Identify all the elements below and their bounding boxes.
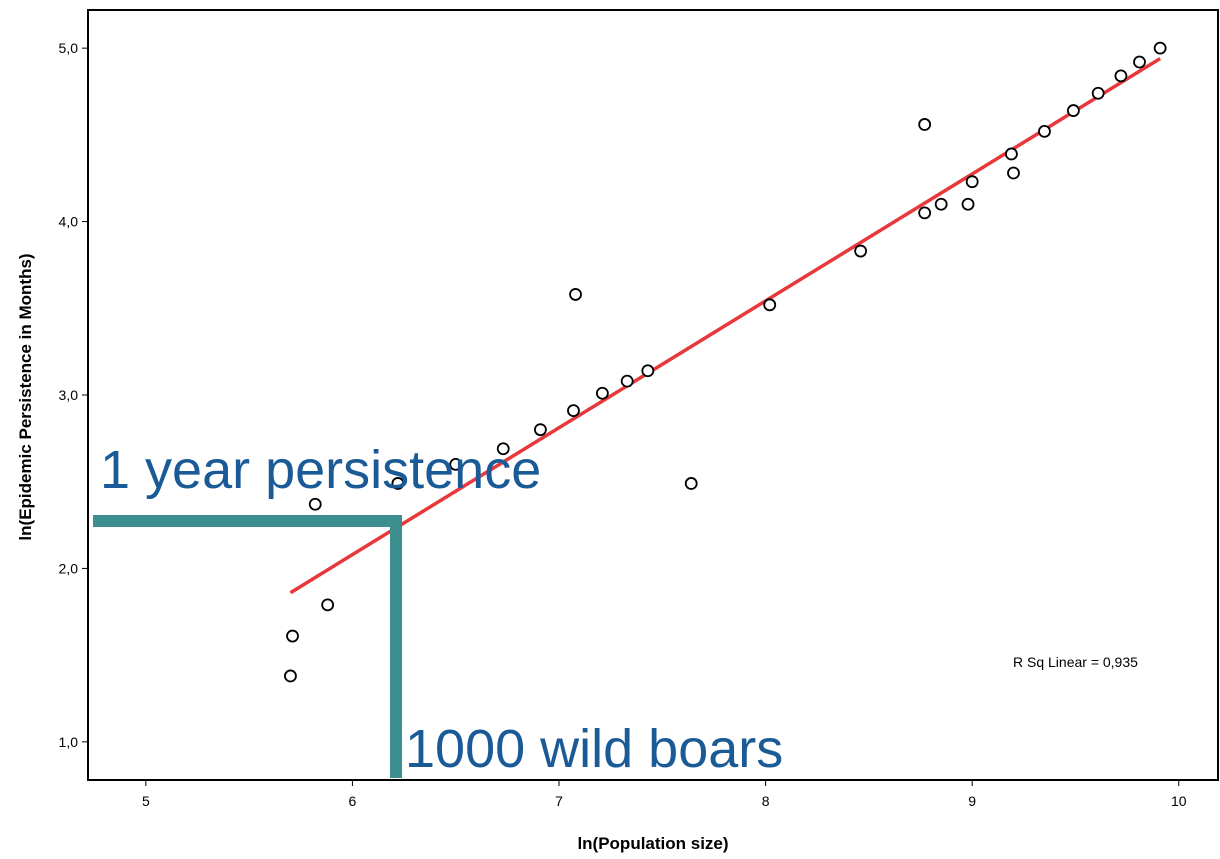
data-point <box>1007 166 1020 180</box>
annotation-line <box>93 515 402 527</box>
x-axis-label: ln(Population size) <box>577 834 728 853</box>
data-point <box>595 386 609 400</box>
data-point <box>1038 124 1051 138</box>
data-point <box>1114 69 1128 83</box>
x-tick-label: 5 <box>142 793 150 809</box>
data-point <box>496 442 510 456</box>
data-point <box>684 477 698 490</box>
annotation: 1 year persistence <box>100 440 541 500</box>
data-point <box>1133 55 1146 69</box>
data-point <box>308 497 322 511</box>
data-point <box>1153 41 1167 55</box>
data-point <box>965 175 979 189</box>
data-point <box>934 197 948 211</box>
data-point <box>763 298 777 312</box>
data-point <box>284 669 297 683</box>
y-tick-label: 4,0 <box>59 214 79 230</box>
fit-label: R Sq Linear = 0,935 <box>1013 654 1138 670</box>
data-point <box>449 457 463 471</box>
data-point <box>1005 147 1018 161</box>
fit-line <box>289 57 1162 595</box>
data-point <box>1091 86 1105 100</box>
data-point <box>286 629 299 643</box>
y-tick-label: 3,0 <box>59 387 79 403</box>
x-tick-label: 7 <box>555 793 563 809</box>
data-point <box>620 374 634 388</box>
data-point <box>391 477 405 490</box>
annotation-line <box>390 515 402 778</box>
data-point <box>321 598 335 612</box>
x-tick-label: 10 <box>1171 793 1187 809</box>
data-point <box>1066 104 1080 117</box>
data-point <box>534 423 547 437</box>
y-tick-label: 1,0 <box>59 734 79 750</box>
x-tick-label: 6 <box>349 793 357 809</box>
data-point <box>918 118 932 131</box>
data-point <box>918 206 932 220</box>
y-tick-label: 5,0 <box>59 40 79 56</box>
marks <box>284 41 1167 683</box>
data-point <box>567 404 580 418</box>
data-point <box>854 244 868 258</box>
x-tick-label: 9 <box>968 793 976 809</box>
annotation: 1000 wild boars <box>405 719 783 779</box>
data-point <box>961 197 975 211</box>
data-point <box>641 364 655 378</box>
x-tick-label: 8 <box>762 793 770 809</box>
y-tick-label: 2,0 <box>59 560 79 576</box>
data-point <box>569 288 582 301</box>
y-axis-label: ln(Epidemic Persistence in Months) <box>16 253 35 540</box>
